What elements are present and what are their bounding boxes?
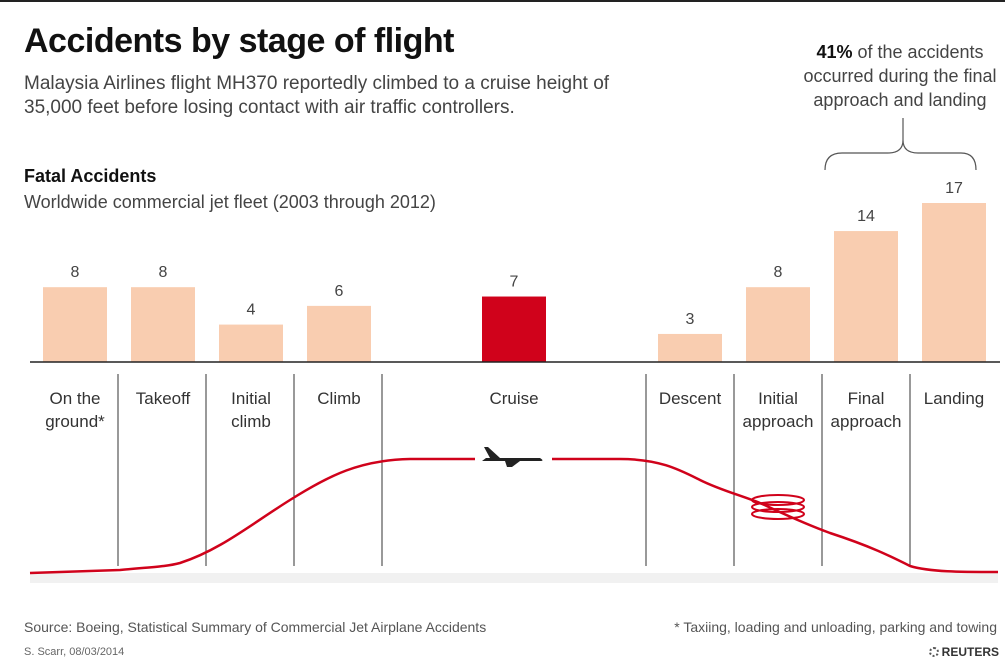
airplane-icon	[482, 447, 543, 467]
top-rule	[0, 0, 1005, 2]
brand-logo: REUTERS	[928, 645, 999, 659]
category-label: Takeoff	[136, 389, 191, 408]
bar	[43, 287, 107, 362]
category-label: Initial climb	[231, 389, 271, 431]
stage-dividers	[117, 374, 911, 566]
category-label: Descent	[659, 389, 722, 408]
bars-layer: 8 8 4 6 7 3 8 14 17	[43, 180, 986, 362]
callout-highlight: 41%	[816, 42, 853, 62]
category-label: Climb	[317, 389, 360, 408]
callout-annotation: 41% of the accidents occurred during the…	[780, 40, 1005, 112]
bar-value-label: 7	[510, 274, 519, 291]
category-label: Landing	[924, 389, 985, 408]
page-title: Accidents by stage of flight	[24, 22, 454, 60]
bar	[219, 324, 283, 362]
bar	[131, 287, 195, 362]
reuters-dot-icon	[928, 647, 939, 657]
category-label: Final approach	[831, 389, 902, 431]
stage-labels: On the ground* Takeoff Initial climb Climb Cru…	[45, 389, 984, 431]
page-subtitle: Malaysia Airlines flight MH370 reportedl…	[24, 73, 610, 118]
bar-value-label: 17	[945, 180, 963, 197]
footnote: * Taxiing, loading and unloading, parkin…	[674, 619, 997, 635]
bar-value-label: 14	[857, 208, 875, 225]
bar-value-label: 6	[335, 283, 344, 300]
category-label: Cruise	[489, 389, 538, 408]
holding-pattern-icon	[751, 494, 805, 520]
bar-value-label: 8	[71, 264, 80, 281]
byline: S. Scarr, 08/03/2014	[24, 646, 125, 658]
chart-subtitle: Worldwide commercial jet fleet (2003 thr…	[24, 192, 436, 212]
bar-value-label: 4	[247, 302, 256, 319]
bar	[746, 287, 810, 362]
chart-title: Fatal Accidents	[24, 166, 157, 186]
category-label: On the ground*	[45, 389, 105, 431]
callout-text: of the accidents occurred during the fin…	[803, 42, 997, 110]
brand-name: REUTERS	[941, 645, 999, 659]
category-label: Initial approach	[743, 389, 814, 431]
bar-value-label: 8	[159, 264, 168, 281]
bar-value-label: 8	[774, 264, 783, 281]
callout-brace	[824, 139, 977, 171]
source-note: Source: Boeing, Statistical Summary of C…	[24, 619, 487, 635]
bar	[307, 305, 371, 362]
bar	[658, 333, 722, 362]
bar-value-label: 3	[686, 311, 695, 328]
bar	[922, 203, 986, 362]
bar	[834, 231, 898, 362]
ground-band	[30, 573, 998, 583]
bar	[482, 296, 546, 362]
flight-path-line	[29, 457, 999, 575]
